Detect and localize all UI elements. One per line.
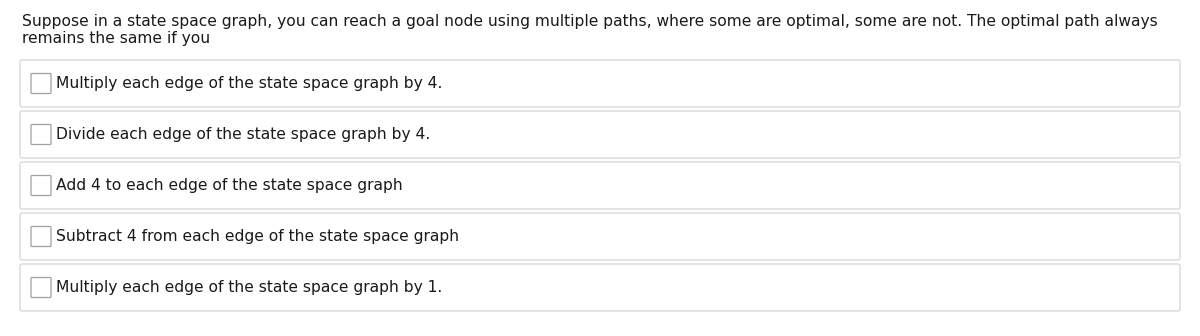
FancyBboxPatch shape <box>31 125 50 144</box>
FancyBboxPatch shape <box>20 264 1180 311</box>
FancyBboxPatch shape <box>20 111 1180 158</box>
Text: Multiply each edge of the state space graph by 1.: Multiply each edge of the state space gr… <box>56 280 443 295</box>
FancyBboxPatch shape <box>20 162 1180 209</box>
Text: Divide each edge of the state space graph by 4.: Divide each edge of the state space grap… <box>56 127 431 142</box>
FancyBboxPatch shape <box>31 278 50 297</box>
Text: Subtract 4 from each edge of the state space graph: Subtract 4 from each edge of the state s… <box>56 229 460 244</box>
FancyBboxPatch shape <box>31 74 50 93</box>
Text: remains the same if you: remains the same if you <box>22 31 210 46</box>
FancyBboxPatch shape <box>20 60 1180 107</box>
Text: Multiply each edge of the state space graph by 4.: Multiply each edge of the state space gr… <box>56 76 443 91</box>
Text: Suppose in a state space graph, you can reach a goal node using multiple paths, : Suppose in a state space graph, you can … <box>22 14 1158 29</box>
FancyBboxPatch shape <box>31 175 50 196</box>
Text: Add 4 to each edge of the state space graph: Add 4 to each edge of the state space gr… <box>56 178 403 193</box>
FancyBboxPatch shape <box>20 213 1180 260</box>
FancyBboxPatch shape <box>31 226 50 247</box>
